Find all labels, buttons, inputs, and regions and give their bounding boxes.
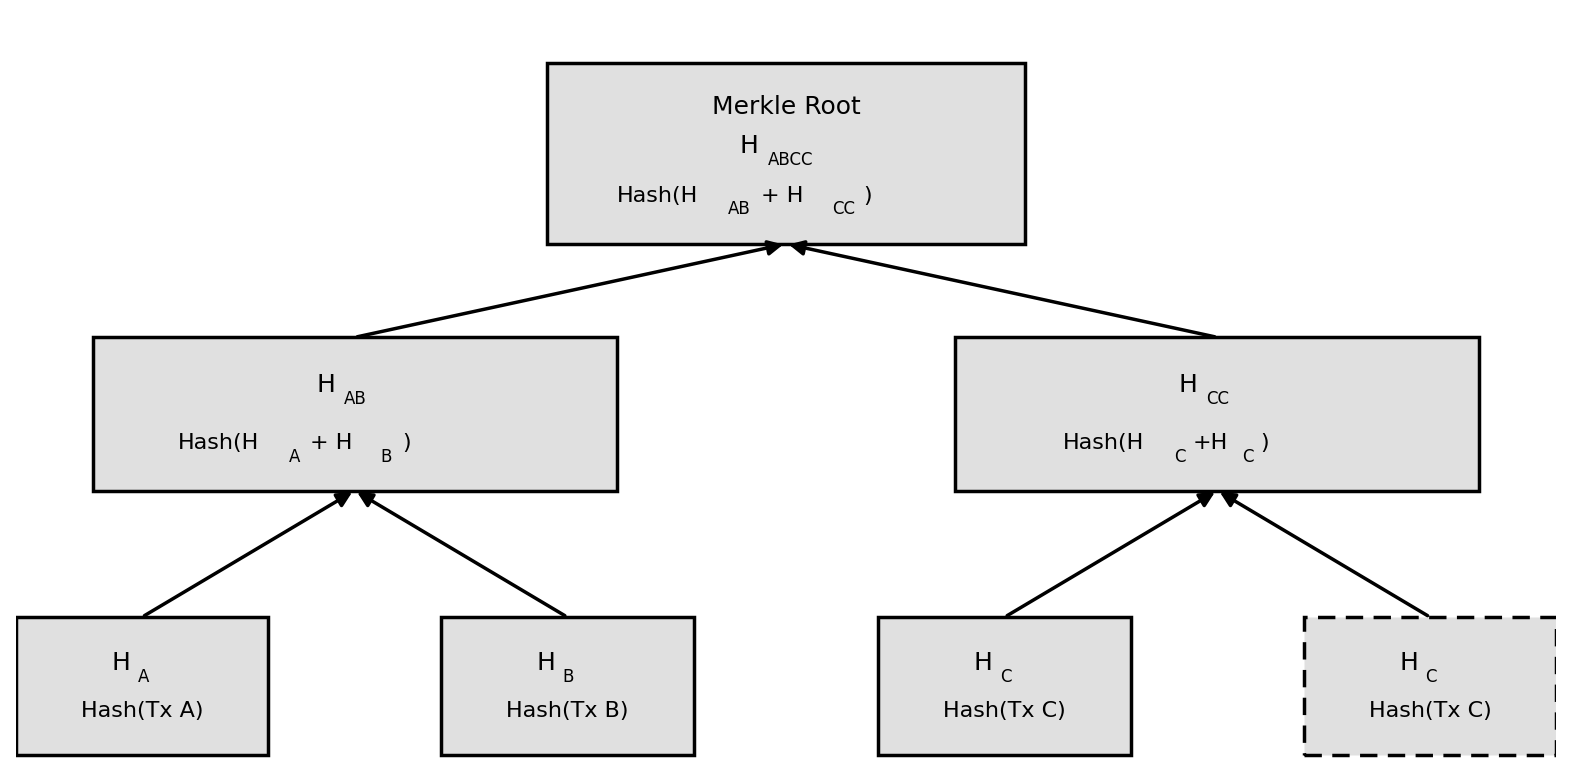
Text: H: H: [112, 651, 130, 675]
Text: Hash(H: Hash(H: [616, 185, 698, 206]
Text: Merkle Root: Merkle Root: [712, 95, 860, 120]
Text: Hash(Tx C): Hash(Tx C): [943, 701, 1066, 720]
Text: H: H: [536, 651, 555, 675]
Text: ): ): [402, 433, 410, 453]
Text: A: A: [137, 668, 149, 686]
Text: + H: + H: [310, 433, 352, 453]
Text: C: C: [1000, 668, 1012, 686]
Text: Hash(H: Hash(H: [1063, 433, 1144, 453]
Text: H: H: [975, 651, 994, 675]
Text: B: B: [380, 448, 391, 466]
Text: ): ): [863, 185, 871, 206]
Text: H: H: [1399, 651, 1418, 675]
Text: C: C: [1242, 448, 1253, 466]
Bar: [16, 617, 269, 755]
Bar: [879, 617, 1132, 755]
Text: Hash(Tx B): Hash(Tx B): [506, 701, 629, 720]
Text: C: C: [1426, 668, 1437, 686]
Bar: [547, 63, 1025, 244]
Bar: [440, 617, 693, 755]
Text: AB: AB: [728, 200, 750, 218]
Text: A: A: [288, 448, 300, 466]
Text: +H: +H: [1193, 433, 1228, 453]
Text: AB: AB: [344, 389, 366, 407]
Text: + H: + H: [761, 185, 803, 206]
Text: H: H: [316, 373, 335, 397]
Text: ABCC: ABCC: [767, 151, 813, 169]
Bar: [1303, 617, 1556, 755]
Bar: [956, 337, 1479, 490]
Text: CC: CC: [832, 200, 855, 218]
Text: Hash(H: Hash(H: [178, 433, 259, 453]
Text: Hash(Tx C): Hash(Tx C): [1369, 701, 1492, 720]
Text: H: H: [1179, 373, 1198, 397]
Text: H: H: [740, 134, 759, 158]
Text: CC: CC: [1207, 389, 1229, 407]
Text: C: C: [1174, 448, 1185, 466]
Text: B: B: [563, 668, 574, 686]
Text: Hash(Tx A): Hash(Tx A): [80, 701, 203, 720]
Text: ): ): [1261, 433, 1269, 453]
Bar: [93, 337, 616, 490]
